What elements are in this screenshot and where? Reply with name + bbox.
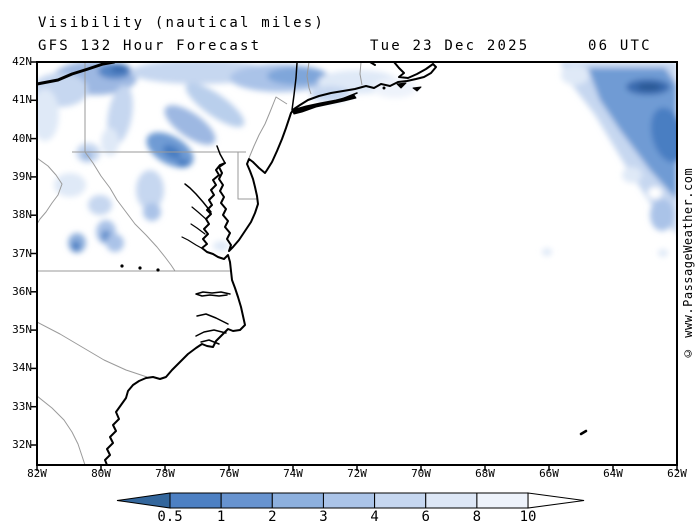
york-river [190,223,206,235]
pamlico-sound-rivers [195,313,229,345]
nantucket-island [412,86,422,92]
long-island-north-fork [341,92,358,100]
longitude-label: 68W [475,467,495,480]
latitude-label: 39N [12,169,32,183]
longitude-label: 76W [219,467,239,480]
coastline [38,63,588,464]
block-island [382,86,386,90]
visibility-shading [38,63,676,257]
hudson-river [291,63,298,111]
model-forecast-label: GFS 132 Hour Forecast [38,38,262,54]
colorbar-label: 8 [472,509,482,525]
colorbar-segment [169,492,222,509]
colorbar-segment [220,492,273,509]
latitude-label: 33N [12,399,32,413]
longitude-label: 66W [539,467,559,480]
colorbar-segment [425,492,478,509]
page-title: Visibility (nautical miles) [38,15,325,31]
latitude-label: 36N [12,284,32,298]
colorbar-label: 6 [421,509,430,525]
longitude-label: 74W [283,467,303,480]
latitude-label: 35N [12,323,32,337]
longitude-label: 64W [603,467,623,480]
valid-time-label: 06 UTC [588,38,652,54]
colorbar-segment [476,492,529,509]
longitude-label: 80W [91,467,111,480]
atlantic-coastline [104,63,437,464]
colorbar-below-min-arrow [116,492,171,509]
map-frame [36,61,678,466]
longitude-label: 78W [155,467,175,480]
colorbar-label: 2 [268,509,277,525]
colorbar-segment [322,492,376,509]
colorbar-label: 1 [216,509,226,525]
colorbar-label: 3 [319,509,328,525]
state-borders [38,63,363,464]
border-lake [138,266,142,270]
watermark-text: © www.PassageWeather.com [681,167,695,360]
bermuda-island [579,429,588,436]
longitude-label: 70W [411,467,431,480]
long-island [291,94,357,115]
valid-date-label: Tue 23 Dec 2025 [370,38,530,54]
latitude-label: 41N [12,93,32,107]
lake-erie-shoreline [38,63,116,86]
colorbar-label: 10 [519,509,537,525]
colorbar-label: 4 [370,509,379,525]
albemarle-sound [195,291,231,297]
colorbar [116,492,585,509]
colorbar-segment [271,492,324,509]
latitude-label: 32N [12,438,32,451]
susquehanna-river [216,145,226,164]
rappahannock-river [191,206,208,221]
latitude-label: 42N [12,55,32,68]
longitude-label: 82W [27,467,47,480]
border-lake [120,264,124,268]
latitude-label: 40N [12,131,32,145]
latitude-label: 37N [12,246,32,260]
latitude-label: 38N [12,208,32,222]
longitude-label: 72W [347,467,367,480]
boston-coast-fragment [369,63,376,66]
james-river [181,236,206,251]
colorbar-above-max-arrow [527,492,585,509]
axis-ticks [31,61,678,471]
colorbar-segment [374,492,427,509]
marthas-vineyard-island [396,82,407,89]
latitude-label: 34N [12,361,32,375]
longitude-label: 62W [667,467,687,480]
border-lake [156,268,160,272]
potomac-river [184,183,212,213]
colorbar-label: 0.5 [157,509,183,525]
